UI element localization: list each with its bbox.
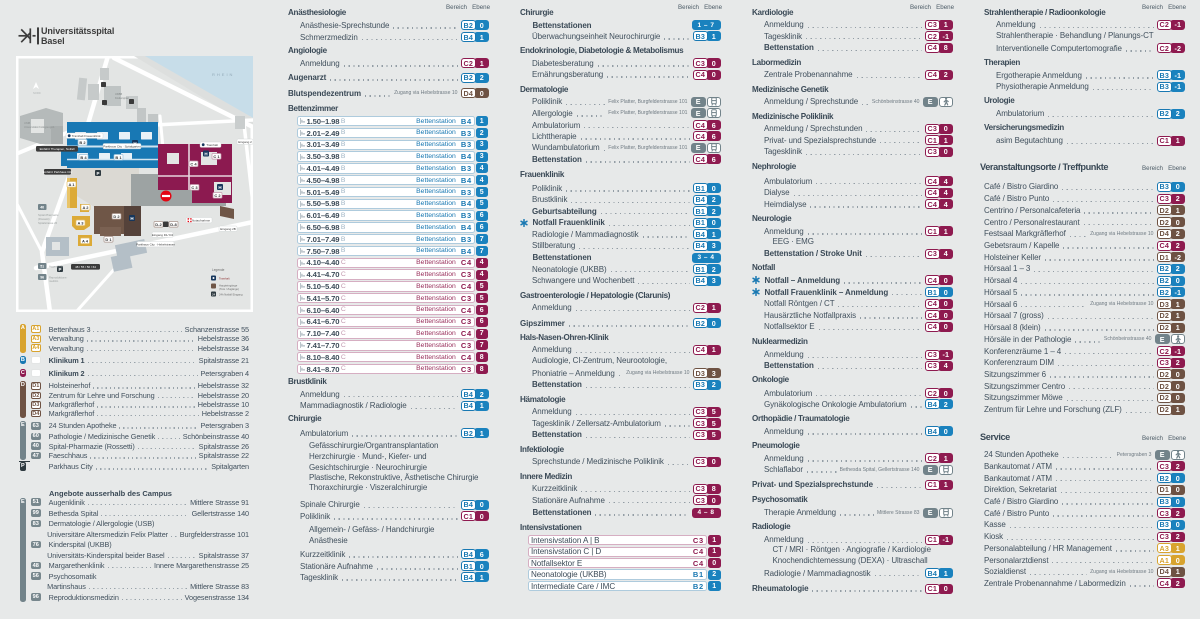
svg-text:24h Notfall Eingang: 24h Notfall Eingang [219, 293, 243, 297]
svg-text:C 2: C 2 [214, 193, 221, 198]
svg-text:Augenklinik: Augenklinik [49, 265, 63, 269]
svg-text:RHEIN: RHEIN [212, 72, 234, 77]
svg-text:51: 51 [40, 264, 44, 268]
svg-text:48 / 55 / 56 / 64: 48 / 55 / 56 / 64 [75, 265, 96, 269]
svg-text:Parkhaus City · Hebelstrasse: Parkhaus City · Hebelstrasse [136, 242, 175, 246]
svg-text:medizin: medizin [49, 279, 59, 283]
svg-text:40: 40 [40, 205, 44, 209]
svg-text:Tramhalt Frauenklinik: Tramhalt Frauenklinik [72, 134, 101, 138]
svg-text:H: H [130, 216, 133, 221]
svg-text:A 3: A 3 [77, 220, 84, 225]
svg-text:C 1: C 1 [213, 154, 220, 159]
svg-text:D-2: D-2 [155, 222, 162, 227]
svg-text:Haupteingänge: Haupteingänge [219, 284, 238, 288]
svg-text:B 2: B 2 [79, 140, 86, 145]
svg-text:Spitalstrasse 26: Spitalstrasse 26 [38, 221, 58, 225]
svg-text:Notaufnahme: Notaufnahme [192, 218, 210, 222]
svg-text:Eingang 2B: Eingang 2B [220, 227, 236, 231]
svg-text:B 4: B 4 [80, 155, 87, 160]
svg-text:UKBB: UKBB [115, 92, 122, 96]
svg-text:C 3: C 3 [191, 185, 198, 190]
svg-text:H: H [204, 151, 207, 156]
svg-text:NORD: NORD [33, 91, 41, 95]
svg-text:A 4: A 4 [82, 238, 89, 243]
svg-text:B 1: B 1 [115, 155, 122, 160]
svg-text:A 2: A 2 [82, 205, 89, 210]
svg-text:Kinderspital: Kinderspital [115, 96, 129, 100]
svg-text:Einfahrt Parkhaus City: Einfahrt Parkhaus City [43, 170, 73, 174]
svg-text:P: P [58, 267, 61, 272]
svg-text:(Tore / Zugänge): (Tore / Zugänge) [219, 287, 239, 291]
svg-text:P: P [96, 171, 99, 176]
svg-text:D 2: D 2 [113, 214, 120, 219]
svg-text:A 1: A 1 [68, 182, 75, 187]
svg-text:D-8: D-8 [170, 222, 177, 227]
svg-text:Eingang 2: Eingang 2 [238, 140, 252, 144]
svg-text:24: 24 [212, 293, 216, 297]
svg-text:Spital-Pharmazie: Spital-Pharmazie [38, 213, 59, 217]
svg-text:D 1: D 1 [105, 237, 112, 242]
svg-text:Tramhalt: Tramhalt [206, 143, 218, 147]
svg-text:Einfahrt Therapien, Notfall: Einfahrt Therapien, Notfall [40, 147, 75, 151]
svg-text:C 4: C 4 [190, 161, 197, 166]
svg-text:Parkhaus City · Spitalgarten: Parkhaus City · Spitalgarten [103, 144, 141, 148]
svg-text:Tramhalt: Tramhalt [219, 277, 230, 281]
svg-text:Universitätät Kollegiengeb.: Universitätät Kollegiengeb. [24, 125, 55, 129]
svg-text:Legende: Legende [212, 268, 225, 272]
svg-text:(Rossetti): (Rossetti) [38, 217, 50, 221]
svg-text:96: 96 [40, 275, 44, 279]
svg-text:Eingang D1/ D4: Eingang D1/ D4 [152, 233, 174, 237]
svg-text:H: H [218, 185, 221, 190]
svg-text:Reproduktions-: Reproduktions- [49, 276, 67, 280]
svg-text:UNIB: UNIB [24, 121, 30, 125]
